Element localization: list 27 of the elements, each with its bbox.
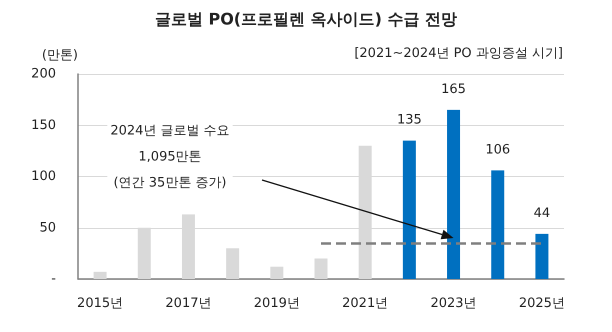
bar xyxy=(94,272,107,279)
x-tick-label: 2019년 xyxy=(254,296,300,311)
bar xyxy=(402,140,416,279)
data-label: 135 xyxy=(396,112,422,128)
bar xyxy=(535,234,548,279)
y-axis-title: (만톤) xyxy=(42,48,78,63)
data-label: 44 xyxy=(534,206,550,221)
bar xyxy=(491,170,504,279)
x-tick-label: 2023년 xyxy=(430,296,477,311)
x-tick-label: 2025년 xyxy=(518,296,565,311)
data-label: 165 xyxy=(441,82,466,97)
x-tick-label: 2021년 xyxy=(342,296,388,311)
bar xyxy=(226,248,240,279)
bar xyxy=(447,110,460,279)
y-tick-label: 150 xyxy=(31,118,56,133)
annotation: 2024년 글로벌 수요 1,095만톤 (연간 35만톤 증가) xyxy=(110,124,230,190)
y-tick-label: 200 xyxy=(31,66,56,82)
chart-subtitle: [2021~2024년 PO 과잉증설 시기] xyxy=(354,46,564,61)
bar xyxy=(270,266,284,279)
y-tick-label: 100 xyxy=(31,169,56,184)
bar xyxy=(314,258,328,279)
x-tick-label: 2015년 xyxy=(77,296,124,311)
chart-title: 글로벌 PO(프로필렌 옥사이드) 수급 전망 xyxy=(154,10,458,28)
y-tick-label: 50 xyxy=(39,220,56,236)
data-label: 106 xyxy=(485,142,510,158)
y-tick-label: - xyxy=(51,272,56,286)
x-tick-label: 2017년 xyxy=(165,296,212,311)
